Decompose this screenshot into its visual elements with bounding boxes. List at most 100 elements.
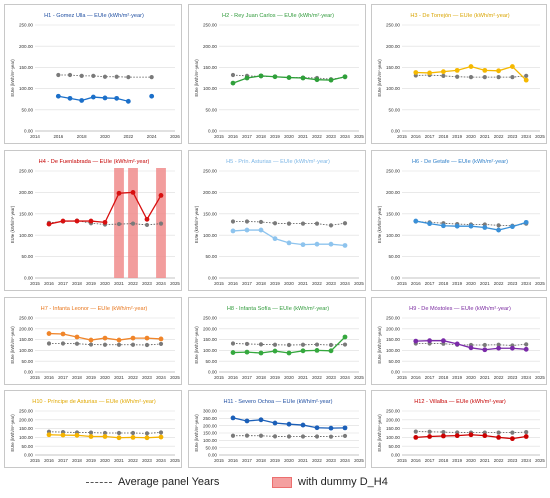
x-tick-label: 2025 [354, 134, 364, 139]
average-point [46, 341, 52, 346]
x-tick-label: 2023 [142, 458, 152, 463]
series-point [510, 64, 515, 69]
series-point [342, 74, 348, 80]
x-tick-label: 2019 [452, 458, 462, 463]
y-tick-label: 200.00 [19, 190, 33, 195]
series-point [114, 95, 120, 101]
y-tick-label: 0.00 [391, 129, 400, 134]
x-tick-label: 2024 [156, 458, 166, 463]
average-point [158, 221, 164, 226]
legend-average: Average panel Years [86, 476, 219, 488]
x-tick-label: 2025 [535, 375, 545, 380]
average-point [158, 341, 164, 347]
y-tick-label: 100.00 [19, 435, 33, 440]
series-point [130, 190, 136, 195]
x-tick-label: 2015 [214, 375, 224, 380]
x-tick-label: 2023 [326, 134, 336, 139]
y-tick-label: 200.00 [386, 326, 400, 331]
y-tick-label: 50.00 [206, 445, 218, 450]
average-point [272, 434, 278, 439]
series-point [74, 432, 80, 438]
y-tick-label: 250.00 [19, 316, 33, 321]
y-tick-label: 200.00 [203, 326, 217, 331]
x-tick-label: 2016 [411, 134, 421, 139]
series-point [510, 436, 515, 442]
average-point [314, 221, 320, 226]
x-tick-label: 2023 [508, 134, 518, 139]
chart-svg-h6: H6 - De Getafe — EUIe (kWh/m²·year) EUIe … [377, 159, 545, 286]
average-point [244, 341, 250, 347]
average-point [524, 73, 529, 78]
series-point [158, 336, 164, 342]
legend-dummy-label: with dummy D_H4 [298, 476, 388, 488]
chart-svg-h12: H12 - Villalba — EUIe (kWh/m²·year) EUIe … [377, 399, 545, 463]
x-tick-label: 2023 [326, 375, 336, 380]
average-point [427, 429, 432, 434]
series-point [468, 64, 474, 69]
average-point [79, 73, 84, 78]
series-point [300, 422, 306, 428]
average-line [49, 343, 162, 346]
y-tick-label: 200.00 [19, 44, 33, 49]
average-point [60, 341, 66, 346]
average-point [88, 342, 94, 347]
series-point [413, 218, 419, 224]
x-tick-label: 2022 [494, 458, 504, 463]
average-point [342, 221, 348, 226]
average-point [130, 221, 136, 226]
series-point [79, 98, 85, 103]
x-tick-label: 2017 [242, 281, 252, 286]
y-tick-label: 0.00 [208, 370, 217, 375]
x-tick-label: 2016 [411, 281, 421, 286]
x-tick-label: 2021 [114, 458, 124, 463]
y-tick-label: 50.00 [206, 254, 218, 259]
x-tick-label: 2024 [340, 458, 350, 463]
x-tick-label: 2018 [72, 375, 82, 380]
series-point [88, 337, 94, 343]
series-point [272, 348, 278, 354]
chart-panel-h9: H9 - De Móstoles — EUIe (kWh/m²·year) EUI… [371, 297, 547, 385]
series-point [258, 73, 264, 79]
x-tick-label: 2019 [86, 458, 96, 463]
chart-title-h4: H4 - De Fuenlabrada — EUIe (kWh/m²·year) [39, 159, 150, 165]
y-tick-label: 200.00 [203, 44, 217, 49]
average-point [91, 73, 96, 78]
series-point [258, 417, 264, 423]
x-tick-label: 2023 [142, 281, 152, 286]
series-point [300, 75, 306, 81]
y-tick-label: 250.00 [19, 23, 33, 28]
series-point [55, 93, 61, 99]
chart-title-h3: H3 - De Torrejón — EUIe (kWh/m²·year) [410, 13, 509, 19]
average-point [300, 342, 306, 347]
average-point [441, 430, 446, 435]
x-tick-label: 2019 [270, 458, 280, 463]
average-point [130, 430, 136, 436]
x-tick-label: 2024 [521, 281, 531, 286]
series-point [67, 95, 73, 101]
chart-svg-h5: H5 - Prín. Asturias — EUIe (kWh/m²·year)… [194, 159, 364, 286]
series-point [510, 345, 515, 351]
series-point [158, 434, 164, 440]
average-point [102, 74, 108, 79]
average-point [482, 75, 487, 80]
y-tick-label: 50.00 [389, 254, 401, 259]
figure-legend: Average panel Years with dummy D_H4 [0, 472, 550, 496]
y-axis-label-h12: EUIe (kWh/m²·year) [377, 414, 382, 452]
x-tick-label: 2025 [170, 458, 180, 463]
y-tick-label: 50.00 [389, 444, 401, 449]
x-tick-label: 2017 [425, 134, 435, 139]
x-tick-label: 2021 [114, 281, 124, 286]
series-point [328, 241, 334, 247]
series-point [102, 95, 108, 101]
x-tick-label: 2021 [298, 281, 308, 286]
x-tick-label: 2021 [298, 375, 308, 380]
series-point [523, 219, 529, 225]
y-tick-label: 50.00 [22, 107, 34, 112]
series-point [60, 331, 66, 337]
average-point [455, 74, 460, 79]
average-point [482, 342, 487, 348]
series-point [314, 241, 320, 247]
legend-dummy-swatch [272, 476, 292, 488]
chart-panel-h1: H1 - Gomez Ulla — EUIe (kWh/m²·year) EUIe… [4, 4, 182, 144]
y-tick-label: 0.00 [24, 129, 33, 134]
